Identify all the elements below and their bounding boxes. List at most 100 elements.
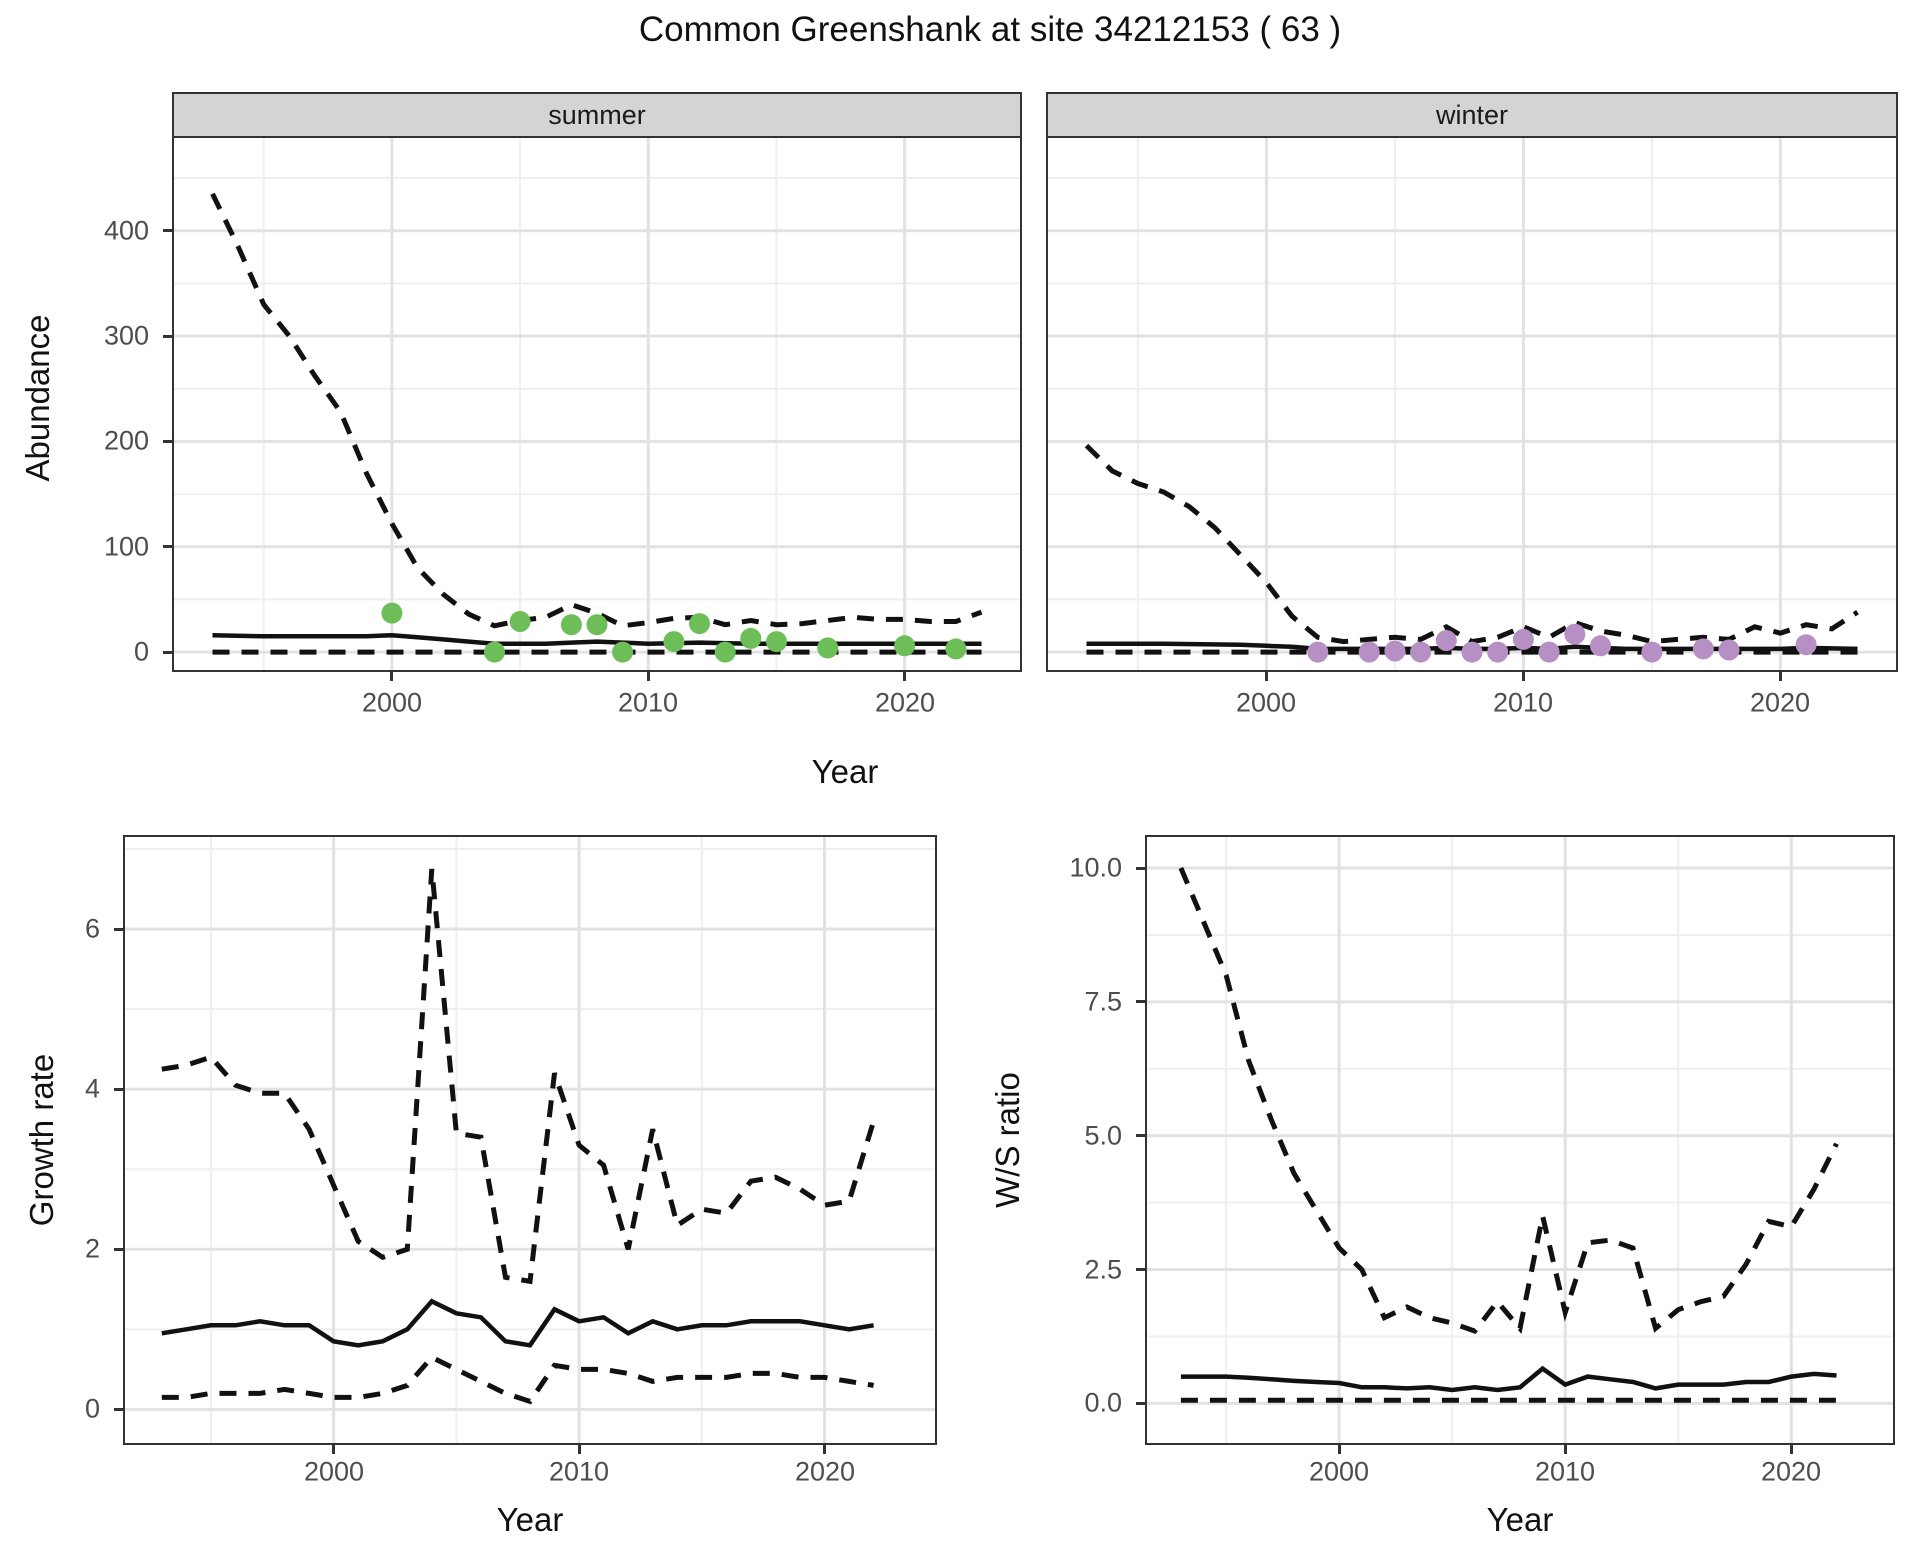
abundance-point [1538, 641, 1560, 663]
abundance-point [1435, 630, 1457, 651]
y-tick-label: 5.0 [1084, 1120, 1122, 1151]
y-tick-mark [1136, 1134, 1145, 1137]
y-tick-label: 6 [84, 913, 100, 944]
x-tick-label: 2020 [1760, 1456, 1822, 1487]
abundance-point [1718, 639, 1740, 661]
abundance-point [1307, 641, 1329, 663]
y-axis-title-ws-ratio: W/S ratio [989, 1072, 1026, 1208]
abundance-point [714, 641, 736, 663]
y-tick-label: 2.5 [1084, 1254, 1122, 1285]
abundance-point [1461, 641, 1483, 663]
y-tick-mark [1136, 867, 1145, 870]
x-tick-label: 2010 [1534, 1456, 1596, 1487]
x-tick-label: 2020 [874, 687, 936, 718]
median-line [161, 1298, 874, 1348]
median-line [212, 632, 982, 646]
y-tick-mark [1136, 1402, 1145, 1405]
abundance-point [817, 637, 839, 659]
panel-canvas [1048, 138, 1896, 670]
y-tick-label: 100 [103, 531, 149, 562]
x-tick-label: 2010 [548, 1456, 610, 1487]
median-line [1180, 1365, 1837, 1393]
abundance-point [1795, 634, 1817, 656]
x-tick-mark [578, 1445, 581, 1454]
x-tick-label: 2000 [1308, 1456, 1370, 1487]
y-tick-label: 0 [133, 636, 149, 667]
abundance-point [1590, 635, 1611, 657]
plot-panel-w-s-ratio [1145, 835, 1895, 1445]
abundance-point [945, 638, 967, 660]
x-tick-mark [332, 1445, 335, 1454]
abundance-point [381, 602, 403, 624]
x-tick-mark [647, 672, 650, 681]
chart-title: Common Greenshank at site 34212153 ( 63 … [638, 10, 1342, 49]
y-tick-mark [163, 651, 172, 654]
y-tick-label: 7.5 [1084, 986, 1122, 1017]
abundance-point [586, 614, 608, 636]
facet-strip-label: summer [548, 99, 646, 130]
lower_ci-line [161, 1354, 875, 1405]
facet-strip-winter: winter [1046, 92, 1898, 138]
y-tick-label: 10.0 [1069, 852, 1122, 883]
y-tick-mark [114, 928, 123, 931]
plot-panel-winter [1046, 136, 1898, 672]
x-tick-label: 2000 [1235, 687, 1297, 718]
abundance-point [1384, 640, 1406, 662]
panel-canvas [174, 138, 1020, 670]
y-tick-mark [1136, 1000, 1145, 1003]
abundance-point [484, 641, 505, 663]
abundance-point [560, 614, 582, 636]
panel-canvas [1147, 837, 1893, 1443]
x-tick-label: 2000 [303, 1456, 365, 1487]
abundance-point [663, 631, 685, 653]
abundance-point [766, 631, 787, 653]
abundance-point [1410, 641, 1432, 663]
x-axis-title-year-bottom-right: Year [1486, 1501, 1554, 1538]
x-tick-mark [1265, 672, 1268, 681]
y-axis-title-growth-rate: Growth rate [23, 1053, 60, 1227]
x-tick-mark [903, 672, 906, 681]
x-tick-mark [1522, 672, 1525, 681]
abundance-point [689, 613, 710, 635]
y-tick-mark [163, 229, 172, 232]
facet-strip-summer: summer [172, 92, 1022, 138]
x-tick-label: 2000 [361, 687, 423, 718]
y-tick-mark [163, 335, 172, 338]
x-tick-mark [1564, 1445, 1567, 1454]
upper_ci-line [210, 192, 983, 629]
plot-panel-summer [172, 136, 1022, 672]
x-tick-label: 2020 [1749, 687, 1811, 718]
y-tick-label: 0 [84, 1393, 100, 1424]
x-tick-label: 2010 [617, 687, 679, 718]
abundance-point [1358, 641, 1380, 663]
x-tick-mark [1790, 1445, 1793, 1454]
abundance-point [1641, 641, 1663, 663]
plot-panel-growth-rate [123, 835, 937, 1445]
x-axis-title-year-top: Year [811, 753, 879, 790]
y-tick-label: 4 [84, 1073, 100, 1104]
upper_ci-line [1178, 867, 1839, 1335]
y-tick-mark [163, 545, 172, 548]
y-tick-mark [114, 1408, 123, 1411]
y-tick-label: 0.0 [1084, 1387, 1122, 1418]
abundance-point [1487, 641, 1509, 663]
y-tick-mark [163, 440, 172, 443]
x-tick-mark [823, 1445, 826, 1454]
y-tick-label: 400 [103, 215, 149, 246]
x-tick-label: 2010 [1492, 687, 1554, 718]
y-tick-mark [1136, 1268, 1145, 1271]
abundance-point [740, 627, 762, 649]
x-tick-mark [1779, 672, 1782, 681]
abundance-point [612, 641, 634, 663]
panel-canvas [125, 837, 935, 1443]
y-tick-label: 300 [103, 320, 149, 351]
x-tick-mark [390, 672, 393, 681]
x-tick-label: 2020 [794, 1456, 856, 1487]
y-tick-mark [114, 1248, 123, 1251]
x-axis-title-year-bottom-left: Year [496, 1501, 564, 1538]
y-tick-mark [114, 1088, 123, 1091]
y-axis-title-abundance: Abundance [19, 314, 56, 482]
y-tick-label: 2 [84, 1233, 100, 1264]
abundance-point [509, 611, 531, 632]
abundance-point [1512, 628, 1534, 650]
